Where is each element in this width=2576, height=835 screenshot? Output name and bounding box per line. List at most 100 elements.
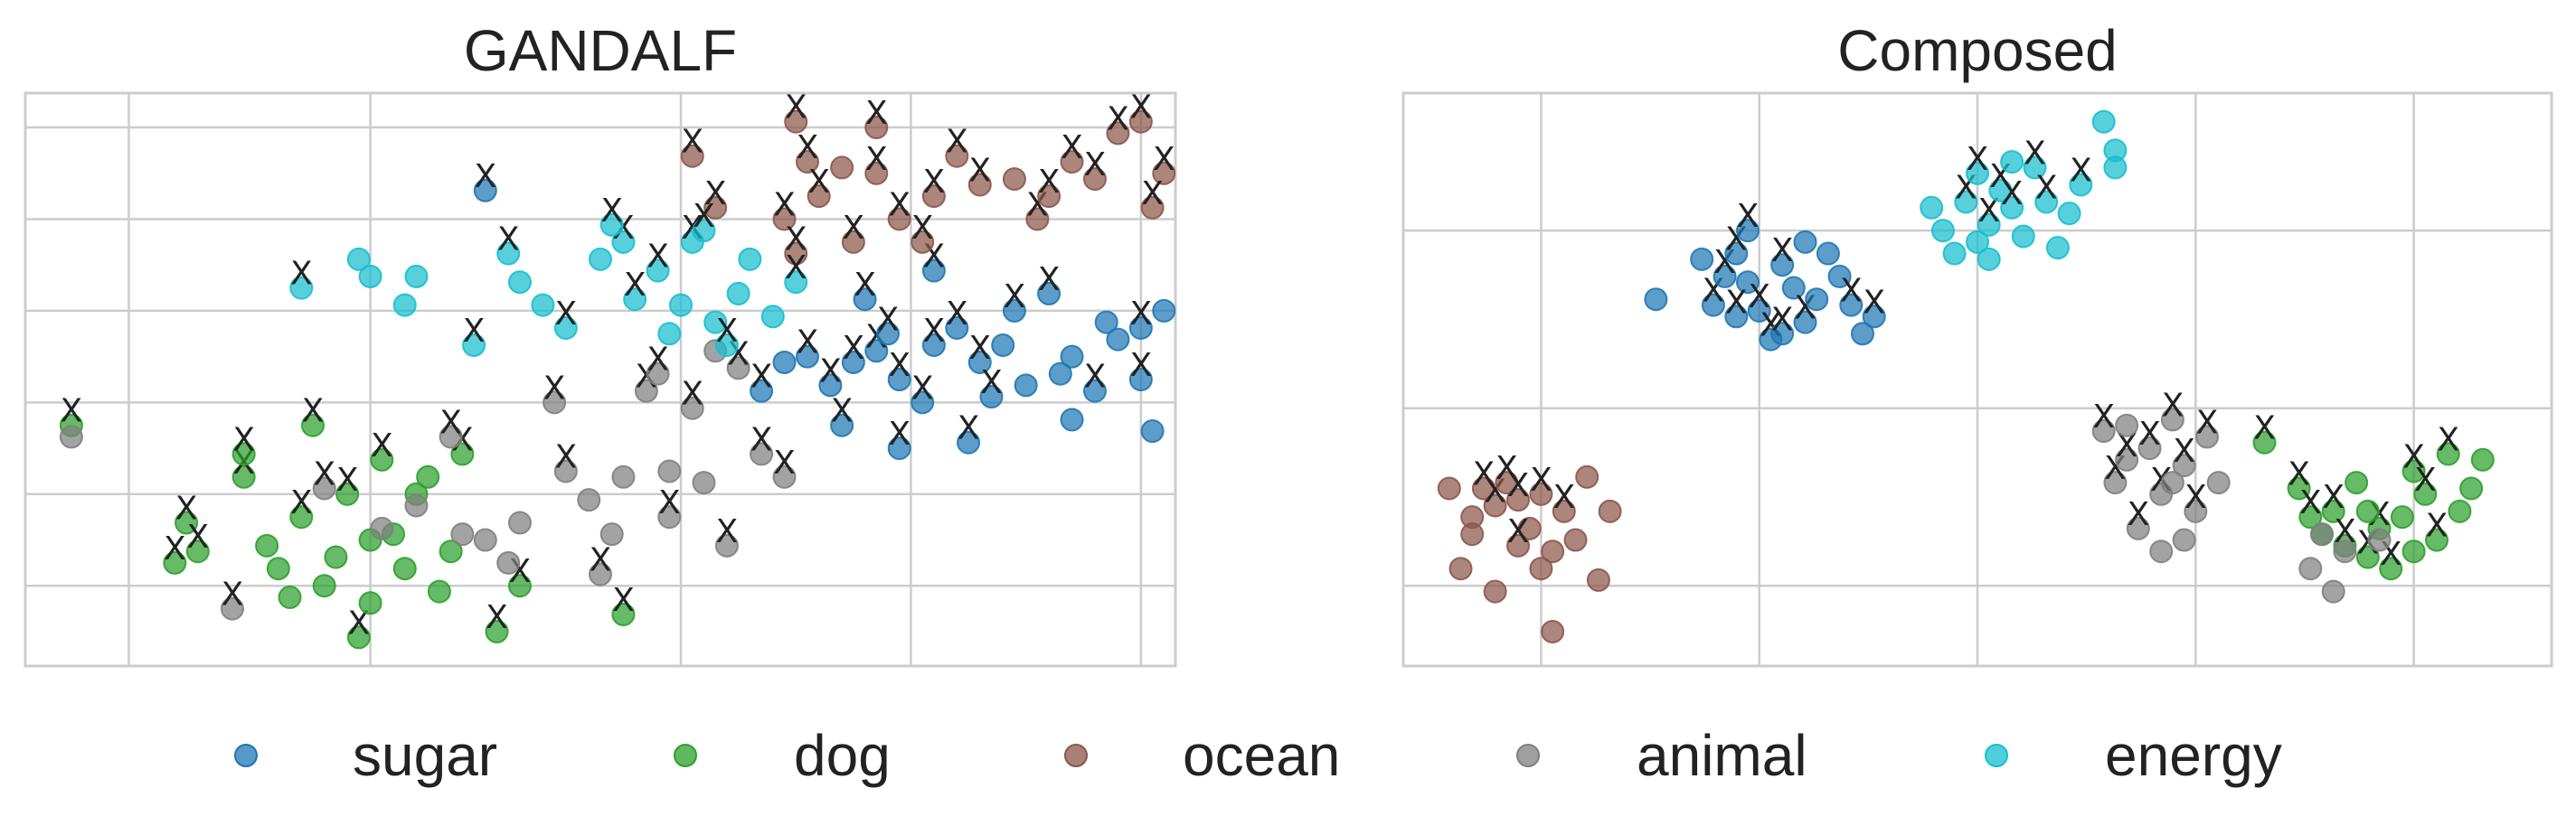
composed-point-ocean-5 <box>1483 579 1507 604</box>
gandalf-x-marker-ocean-22: X <box>1141 175 1164 212</box>
composed-point-ocean-0 <box>1437 476 1461 501</box>
gandalf-point-energy-22 <box>784 270 808 295</box>
composed-point-ocean-4 <box>1483 493 1507 518</box>
composed-x-marker-animal-7: X <box>2173 433 2195 470</box>
composed-point-energy-13 <box>2069 173 2093 197</box>
gandalf-point-dog-10 <box>312 574 336 598</box>
gandalf-x-marker-ocean-18: X <box>1084 146 1107 183</box>
gandalf-x-marker-sugar-25: X <box>854 267 876 304</box>
gandalf-point-animal-9 <box>507 511 532 535</box>
gandalf-point-dog-21 <box>427 579 451 604</box>
gandalf-point-ocean-13 <box>967 173 992 197</box>
gandalf-x-marker-ocean-17: X <box>1061 129 1083 166</box>
gandalf-point-ocean-17 <box>1060 150 1084 174</box>
gandalf-point-ocean-18 <box>1082 167 1107 192</box>
gandalf-point-ocean-9 <box>887 207 911 231</box>
composed-point-sugar-15 <box>1839 293 1864 317</box>
gandalf-point-energy-1 <box>346 247 371 271</box>
gandalf-point-energy-9 <box>553 315 578 340</box>
composed-point-energy-18 <box>1966 230 1989 254</box>
gandalf-point-energy-11 <box>611 230 636 254</box>
composed-point-energy-11 <box>2045 236 2070 260</box>
gandalf-x-marker-sugar-6: X <box>911 370 934 407</box>
gandalf-point-ocean-0 <box>680 144 704 168</box>
gandalf-point-ocean-12 <box>945 144 969 168</box>
gandalf-x-marker-ocean-10: X <box>911 210 934 247</box>
gandalf-point-animal-0 <box>59 425 83 449</box>
composed-point-dog-12 <box>2413 482 2438 506</box>
gandalf-x-marker-ocean-12: X <box>946 124 968 161</box>
gandalf-point-dog-20 <box>416 464 440 489</box>
gandalf-x-marker-energy-6: X <box>497 221 520 258</box>
gandalf-point-energy-20 <box>738 247 762 271</box>
gandalf-point-dog-11 <box>324 545 348 569</box>
composed-point-energy-1 <box>1930 219 1955 243</box>
gandalf-point-dog-9 <box>301 413 325 437</box>
gandalf-point-ocean-8 <box>864 161 889 185</box>
gandalf-point-energy-2 <box>358 264 382 288</box>
legend-label-animal: animal <box>1637 723 1807 788</box>
gandalf-point-energy-23 <box>599 212 624 237</box>
composed-x-marker-animal-0: X <box>2092 399 2115 436</box>
composed-point-animal-9 <box>2195 425 2219 449</box>
gandalf-title: GANDALF <box>464 18 737 83</box>
gandalf-point-ocean-2 <box>772 207 797 231</box>
gandalf-point-animal-1 <box>220 596 244 621</box>
gandalf-point-sugar-29 <box>830 413 854 437</box>
gandalf-x-marker-animal-11: X <box>555 438 578 475</box>
composed-point-ocean-1 <box>1448 557 1473 581</box>
gandalf-x-marker-sugar-3: X <box>843 330 865 367</box>
gandalf-point-ocean-21 <box>1152 161 1176 185</box>
composed-point-energy-17 <box>1977 247 2001 271</box>
gandalf-point-energy-3 <box>392 293 417 317</box>
composed-point-ocean-13 <box>1563 528 1588 552</box>
composed-point-animal-6 <box>2160 408 2184 432</box>
gandalf-point-dog-23 <box>450 442 475 466</box>
composed-x-marker-animal-6: X <box>2162 387 2184 424</box>
gandalf-point-sugar-4 <box>864 339 889 363</box>
gandalf-point-ocean-24 <box>784 241 808 266</box>
gandalf-x-marker-sugar-0: X <box>474 158 496 195</box>
gandalf-point-energy-4 <box>404 264 429 288</box>
legend-marker-energy <box>1985 744 2008 767</box>
gandalf-point-animal-3 <box>370 516 394 540</box>
gandalf-x-marker-sugar-29: X <box>831 393 854 430</box>
gandalf-x-marker-sugar-2: X <box>819 352 842 389</box>
gandalf-point-sugar-14 <box>1060 344 1084 369</box>
gandalf-x-marker-energy-0: X <box>290 256 313 293</box>
composed-point-animal-19 <box>2160 471 2184 495</box>
gandalf-x-marker-energy-23: X <box>600 192 623 230</box>
composed-point-dog-4 <box>2321 499 2345 523</box>
composed-point-animal-0 <box>2091 419 2116 444</box>
legend: sugar dog ocean animal energy <box>234 723 2282 788</box>
gandalf-point-ocean-11 <box>921 184 946 209</box>
gandalf-x-marker-sugar-5: X <box>888 347 911 384</box>
gandalf-x-marker-sugar-22: X <box>1004 278 1026 315</box>
gandalf-point-dog-12 <box>335 482 360 506</box>
legend-label-ocean: ocean <box>1183 723 1340 788</box>
composed-point-dog-1 <box>2287 476 2311 501</box>
gandalf-point-sugar-26 <box>750 379 774 403</box>
gandalf-x-marker-sugar-10: X <box>980 364 1003 401</box>
gandalf-x-marker-sugar-1: X <box>797 324 819 361</box>
composed-x-marker-ocean-3: X <box>1473 455 1496 493</box>
gandalf-x-marker-sugar-26: X <box>750 359 773 396</box>
gandalf-point-energy-6 <box>496 241 521 266</box>
composed-x-marker-ocean-6: X <box>1496 450 1518 487</box>
composed-point-ocean-12 <box>1552 499 1576 523</box>
gandalf-point-sugar-28 <box>887 436 911 461</box>
legend-item-dog: dog <box>674 723 891 788</box>
gandalf-x-marker-sugar-20: X <box>1130 296 1153 333</box>
gandalf-point-animal-17 <box>657 505 682 530</box>
composed-point-sugar-18 <box>1770 322 1795 346</box>
composed-point-animal-11 <box>2172 528 2196 552</box>
gandalf-point-sugar-11 <box>991 333 1015 357</box>
gandalf-point-dog-25 <box>507 574 532 598</box>
gandalf-point-animal-6 <box>450 522 475 547</box>
composed-point-energy-4 <box>1966 161 1989 185</box>
gandalf-point-dog-22 <box>439 539 463 564</box>
gandalf-point-ocean-1 <box>703 195 728 220</box>
gandalf-point-sugar-27 <box>772 350 797 374</box>
gandalf-x-marker-sugar-8: X <box>946 296 968 333</box>
gandalf-point-animal-8 <box>496 550 521 575</box>
